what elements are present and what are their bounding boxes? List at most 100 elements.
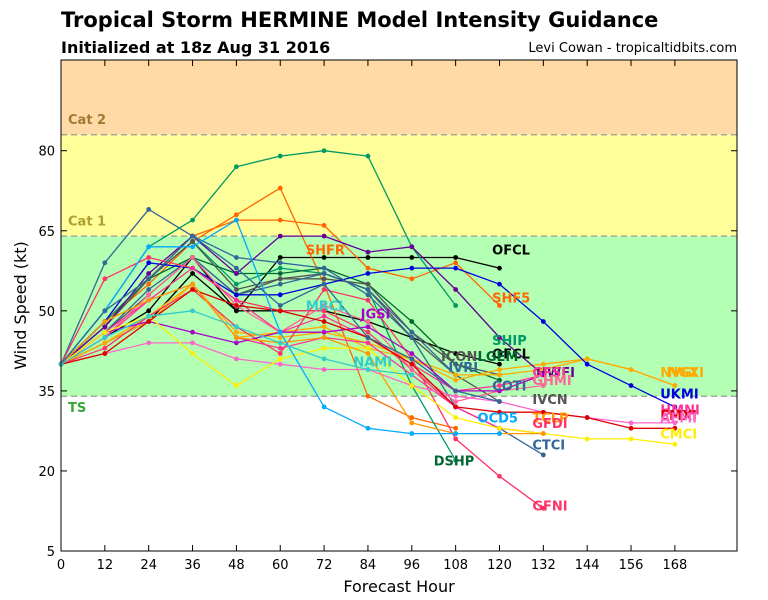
x-tick-label-5: 60 xyxy=(272,558,289,573)
series-label-11: HWFI xyxy=(536,366,575,381)
series-point-24-2 xyxy=(146,297,152,303)
series-line-14 xyxy=(60,235,544,376)
x-tick-label-10: 120 xyxy=(487,558,512,573)
series-point-26-1 xyxy=(102,308,108,314)
series-point-22-10 xyxy=(497,425,502,431)
series-point-10-6 xyxy=(321,324,327,330)
series-point-26-7 xyxy=(365,335,371,340)
series-point-17-7 xyxy=(365,319,371,324)
x-tick-label-11: 132 xyxy=(531,558,556,573)
series-point-4-4 xyxy=(233,164,239,170)
series-point-16-11 xyxy=(540,505,546,511)
series-point-25-4 xyxy=(233,217,239,223)
band-label-1: Cat 1 xyxy=(68,214,106,229)
series-point-27-5 xyxy=(277,340,283,346)
series-point-2-5 xyxy=(277,217,283,223)
series-point-3-4 xyxy=(233,212,239,218)
band-2 xyxy=(61,60,737,135)
series-point-14-4 xyxy=(233,271,239,276)
series-point-4-7 xyxy=(365,153,371,159)
series-point-16-6 xyxy=(321,287,327,292)
series-point-12-11 xyxy=(540,319,546,324)
series-point-23-12 xyxy=(584,415,590,420)
series-point-26-9 xyxy=(453,388,459,394)
series-point-5-9 xyxy=(453,457,459,463)
series-point-22-3 xyxy=(190,351,195,356)
series-point-23-11 xyxy=(540,409,546,415)
x-tick-label-3: 36 xyxy=(184,558,201,573)
series-label-28: GFNI xyxy=(532,500,567,515)
series-point-13-7 xyxy=(365,292,371,298)
series-point-22-1 xyxy=(102,329,108,335)
series-point-4-9 xyxy=(453,303,459,308)
series-point-11-5 xyxy=(277,335,283,340)
series-point-14-9 xyxy=(453,287,459,292)
series-point-7-7 xyxy=(365,281,371,287)
series-point-12-5 xyxy=(277,292,283,298)
series-point-14-6 xyxy=(321,233,327,239)
series-label-25: CMCI xyxy=(660,428,697,443)
series-point-22-5 xyxy=(277,356,283,362)
series-point-20-4 xyxy=(233,340,239,346)
series-point-26-3 xyxy=(190,233,195,239)
x-tick-label-6: 72 xyxy=(316,558,333,573)
series-point-26-4 xyxy=(233,265,239,271)
series-point-13-1 xyxy=(102,260,108,266)
series-point-9-6 xyxy=(321,271,327,276)
series-point-27-7 xyxy=(365,367,371,372)
series-point-18-6 xyxy=(321,313,327,319)
series-point-22-9 xyxy=(453,415,459,420)
series-point-21-2 xyxy=(146,340,152,346)
series-label-17: UKMI xyxy=(660,388,698,403)
series-label-27: DSHP xyxy=(434,454,475,469)
series-point-15-1 xyxy=(102,276,108,282)
x-axis-title: Forecast Hour xyxy=(343,577,455,596)
series-point-14-8 xyxy=(409,244,415,250)
series-point-12-10 xyxy=(497,281,502,287)
series-point-2-8 xyxy=(409,276,415,282)
series-point-20-7 xyxy=(365,324,371,330)
series-point-11-13 xyxy=(628,367,634,372)
series-point-0-9 xyxy=(453,255,459,260)
series-point-1-3 xyxy=(190,271,195,276)
series-point-12-8 xyxy=(409,265,415,271)
y-tick-label-5: 80 xyxy=(38,145,55,160)
series-point-27-4 xyxy=(233,324,239,330)
series-point-23-6 xyxy=(321,319,327,324)
y-tick-label-1: 20 xyxy=(38,465,55,480)
series-point-1-4 xyxy=(233,308,239,314)
series-point-13-5 xyxy=(277,260,283,266)
series-point-12-9 xyxy=(453,265,459,271)
series-point-23-4 xyxy=(233,303,239,308)
series-point-24-7 xyxy=(365,351,371,356)
series-point-22-7 xyxy=(365,345,371,351)
series-point-12-7 xyxy=(365,271,371,276)
series-point-11-11 xyxy=(540,367,546,372)
series-point-3-9 xyxy=(453,425,459,431)
series-point-22-6 xyxy=(321,345,327,351)
series-point-23-10 xyxy=(497,409,502,415)
series-point-21-13 xyxy=(628,420,634,426)
series-point-18-10 xyxy=(497,383,502,388)
series-point-13-8 xyxy=(409,335,415,340)
series-label-20: GFDI xyxy=(532,417,567,432)
series-point-25-9 xyxy=(453,431,459,436)
series-line-18 xyxy=(60,267,544,392)
series-label-6: OFCL xyxy=(492,348,530,363)
series-label-8: LGEM xyxy=(478,350,519,365)
series-point-10-9 xyxy=(453,377,459,383)
series-point-27-6 xyxy=(321,356,327,362)
series-point-22-4 xyxy=(233,383,239,388)
series-point-9-7 xyxy=(365,287,371,292)
series-point-24-6 xyxy=(321,335,327,340)
series-point-27-8 xyxy=(409,372,415,378)
series-label-4: JGSI xyxy=(360,308,391,323)
series-point-2-7 xyxy=(365,265,371,271)
x-tick-label-14: 168 xyxy=(662,558,687,573)
x-tick-label-7: 84 xyxy=(360,558,377,573)
series-point-19-5 xyxy=(277,345,283,351)
series-point-3-2 xyxy=(146,281,152,287)
x-tick-label-2: 24 xyxy=(140,558,157,573)
series-point-22-8 xyxy=(409,383,415,388)
series-point-9-2 xyxy=(146,287,152,292)
